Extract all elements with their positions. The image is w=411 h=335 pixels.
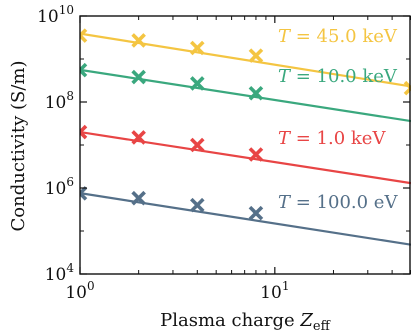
- series-3-label: T = 1.0 keV: [278, 128, 386, 149]
- series-1-point-1: [80, 28, 88, 43]
- y-tick-label-4: 1010: [37, 3, 74, 27]
- y-axis-label: Conductivity (S/m): [8, 61, 29, 232]
- series-group: [80, 28, 411, 246]
- series-2-point-3: [190, 76, 205, 91]
- series-1-point-5: [403, 80, 411, 96]
- series-2-point-4: [248, 85, 264, 101]
- series-1-label: T = 45.0 keV: [278, 26, 398, 47]
- plot-area: T = 45.0 keV T = 10.0 keV T = 1.0 keV T = 1…: [80, 26, 411, 246]
- y-tick-label-2: 106: [45, 175, 74, 199]
- series-4-point-3: [190, 197, 205, 213]
- y-tick-label-3: 108: [45, 89, 74, 113]
- y-tick-label-1: 104: [45, 261, 75, 285]
- series-4-point-1: [80, 186, 88, 201]
- series-2-point-2: [131, 69, 146, 85]
- x-tick-label-2: 101: [260, 279, 289, 303]
- series-1-point-4: [248, 48, 264, 63]
- series-1-point-2: [131, 33, 146, 48]
- series-2-point-1: [80, 62, 88, 78]
- series-4-point-4: [248, 205, 264, 221]
- series-4-label: T = 100.0 eV: [278, 192, 398, 213]
- series-2-label: T = 10.0 keV: [278, 66, 398, 87]
- series-3-point-2: [131, 130, 146, 145]
- series-3-point-4: [248, 147, 264, 162]
- x-tick-label-1: 100: [65, 279, 94, 303]
- series-3-point-1: [80, 124, 88, 140]
- series-3-point-3: [190, 137, 205, 153]
- series-1-point-3: [190, 40, 205, 56]
- axes: 100 101 104 106 108 1010: [37, 3, 411, 303]
- series-4-point-2: [131, 190, 146, 206]
- x-axis-label: Plasma charge Zeff: [160, 310, 331, 334]
